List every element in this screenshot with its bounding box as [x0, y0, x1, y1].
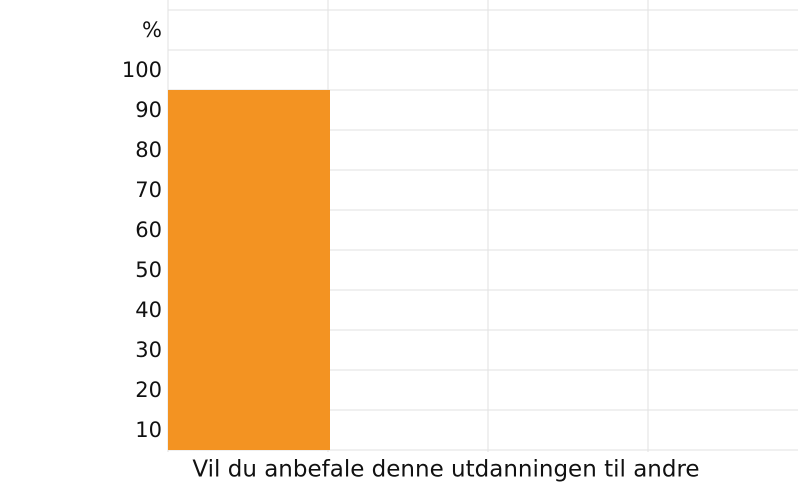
- bar: [168, 90, 330, 450]
- y-tick-label: 70: [135, 178, 162, 202]
- y-tick-label: 80: [135, 138, 162, 162]
- y-tick-label: 10: [135, 418, 162, 442]
- x-tick-label: Vil du anbefale denne utdanningen til an…: [192, 457, 699, 483]
- y-tick-label: 50: [135, 258, 162, 282]
- y-tick-label: 40: [135, 298, 162, 322]
- y-tick-label: 30: [135, 338, 162, 362]
- y-tick-label: 20: [135, 378, 162, 402]
- y-tick-label: 60: [135, 218, 162, 242]
- y-tick-label: 90: [135, 98, 162, 122]
- y-tick-label: 100: [122, 58, 162, 82]
- y-axis-unit: %: [142, 18, 162, 42]
